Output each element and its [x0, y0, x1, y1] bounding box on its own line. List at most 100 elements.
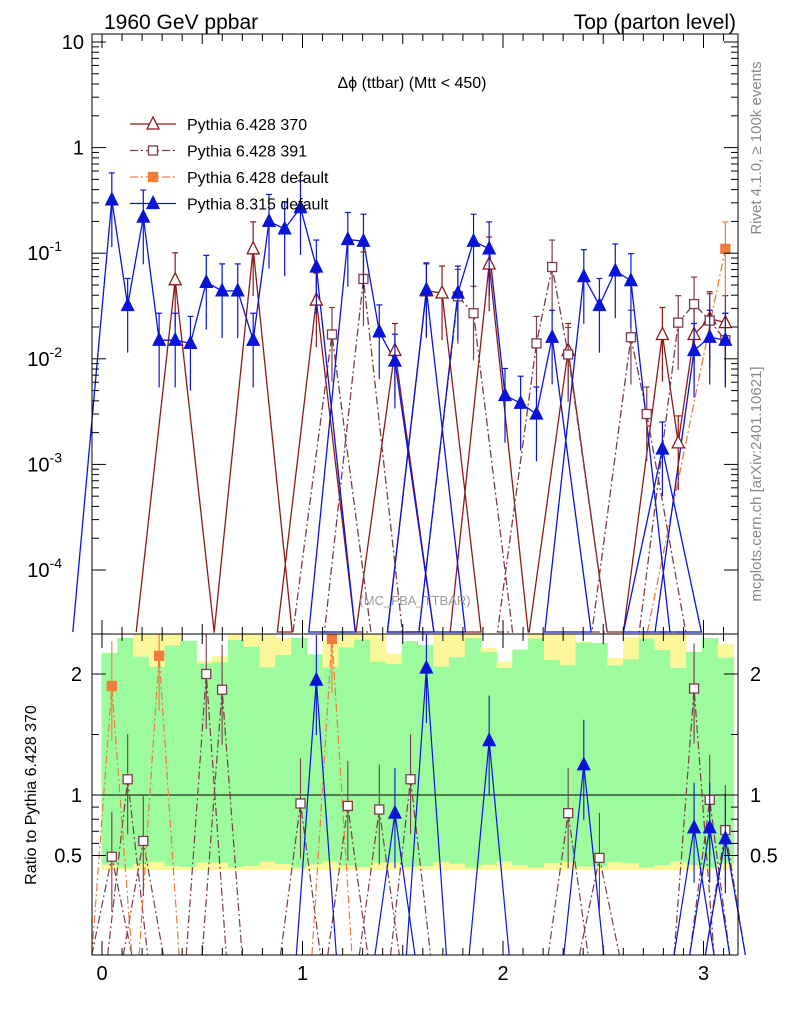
ratio-data-point: [295, 798, 306, 809]
ratio-data-point: [342, 800, 353, 812]
analysis-watermark: (MC_FBA_TTBAR): [359, 593, 470, 608]
ratio-data-point: [216, 684, 228, 695]
ratio-band-green: [117, 637, 134, 868]
ratio-data-point: [419, 659, 434, 674]
data-point: [623, 272, 638, 287]
ratio-band-green: [385, 663, 403, 863]
data-point: [468, 308, 479, 319]
ratio-data-point: [702, 819, 717, 834]
ratio-data-point: [688, 683, 700, 694]
data-point: [687, 341, 702, 357]
data-point: [673, 317, 684, 328]
data-point: [608, 262, 623, 277]
ratio-band-green: [654, 649, 671, 866]
data-point: [387, 352, 402, 367]
top-y-tick-label: 10-2: [27, 344, 62, 371]
data-point: [215, 282, 230, 297]
header-left: 1960 GeV ppbar: [104, 11, 258, 34]
data-point: [592, 297, 607, 312]
mcplots-label: mcplots.cern.ch [arXiv:2401.10621]: [748, 366, 765, 601]
header-right: Top (parton level): [574, 11, 736, 34]
ratio-band-green: [354, 639, 371, 868]
ratio-band-green: [306, 654, 324, 865]
ratio-band-green: [148, 666, 166, 862]
ratio-band-green: [717, 657, 735, 864]
legend-label: Pythia 6.428 391: [187, 144, 307, 161]
data-point: [246, 240, 261, 255]
data-point: [293, 199, 308, 214]
ratio-data-point: [106, 680, 117, 692]
ratio-band-green: [591, 642, 608, 867]
data-point: [702, 328, 717, 343]
ratio-y-tick-label-left: 1: [71, 785, 82, 807]
top-y-tick-label: 10-4: [27, 555, 62, 582]
data-point: [576, 268, 591, 283]
data-point: [168, 271, 183, 286]
data-point: [466, 232, 481, 247]
ratio-y-tick-label-right: 2: [750, 664, 761, 686]
x-tick-label: 0: [96, 963, 107, 985]
x-tick-label: 3: [698, 963, 709, 985]
ratio-data-point: [122, 774, 133, 785]
data-point: [120, 297, 135, 312]
ratio-data-point: [153, 650, 165, 661]
x-tick-label: 2: [497, 963, 508, 985]
ratio-band-green: [401, 641, 419, 867]
legend-marker: [147, 171, 159, 183]
data-point: [104, 191, 119, 206]
data-point: [671, 434, 686, 449]
ratio-y-tick-label-right: 0.5: [750, 846, 778, 868]
ratio-band-green: [291, 637, 308, 868]
ratio-band-green: [433, 666, 450, 862]
data-point: [199, 273, 214, 288]
data-point: [641, 408, 652, 420]
ratio-data-point: [482, 732, 497, 747]
top-y-tick-label: 10: [62, 32, 84, 54]
top-y-tick-label: 10-3: [27, 449, 62, 476]
ratio-band-green: [496, 667, 513, 862]
ratio-band-green: [622, 659, 640, 864]
data-point: [183, 334, 198, 350]
ratio-data-point: [405, 774, 416, 785]
ratio-band-green: [338, 647, 355, 866]
data-point: [513, 394, 528, 409]
ratio-band-green: [259, 667, 276, 862]
ratio-band-green: [243, 646, 261, 866]
ratio-band-green: [543, 659, 561, 864]
ratio-panel: 0.5 0.5 1 1 2 2 0 1 2 3: [54, 34, 778, 985]
data-point: [545, 328, 560, 343]
data-point: [419, 281, 434, 296]
data-point: [531, 338, 542, 349]
ratio-band-green: [686, 651, 703, 865]
ratio-data-point: [687, 819, 702, 834]
chart-title: Δϕ (ttbar) (Mtt < 450): [337, 75, 486, 92]
data-point: [482, 240, 497, 255]
ratio-band-green: [449, 657, 466, 864]
data-point: [356, 232, 371, 247]
ratio-band-green: [417, 644, 434, 867]
ratio-data-point: [106, 851, 117, 862]
top-panel: 10 1 10-1 10-2 10-3 10-4: [27, 32, 739, 635]
legend-label: Pythia 6.428 370: [187, 117, 307, 134]
ratio-band-green: [275, 655, 292, 865]
legend: Pythia 6.428 370 Pythia 6.428 391 Pythia 6…: [130, 115, 329, 214]
ratio-band-green: [133, 656, 150, 864]
data-point: [309, 258, 324, 273]
data-point: [168, 331, 183, 346]
data-point: [372, 323, 387, 338]
legend-marker: [147, 145, 159, 156]
data-point: [625, 332, 637, 343]
data-point: [136, 208, 151, 223]
ratio-data-point: [374, 804, 385, 815]
ratio-band-green: [638, 638, 656, 868]
ratio-data-point: [326, 633, 338, 645]
data-point: [261, 212, 277, 228]
ratio-y-tick-label-left: 2: [71, 664, 82, 686]
data-point: [246, 331, 261, 346]
ratio-band-green: [670, 667, 687, 862]
ratio-data-point: [309, 671, 324, 686]
rivet-version-label: Rivet 4.1.0, ≥ 100k events: [748, 61, 765, 234]
data-point: [655, 326, 670, 341]
